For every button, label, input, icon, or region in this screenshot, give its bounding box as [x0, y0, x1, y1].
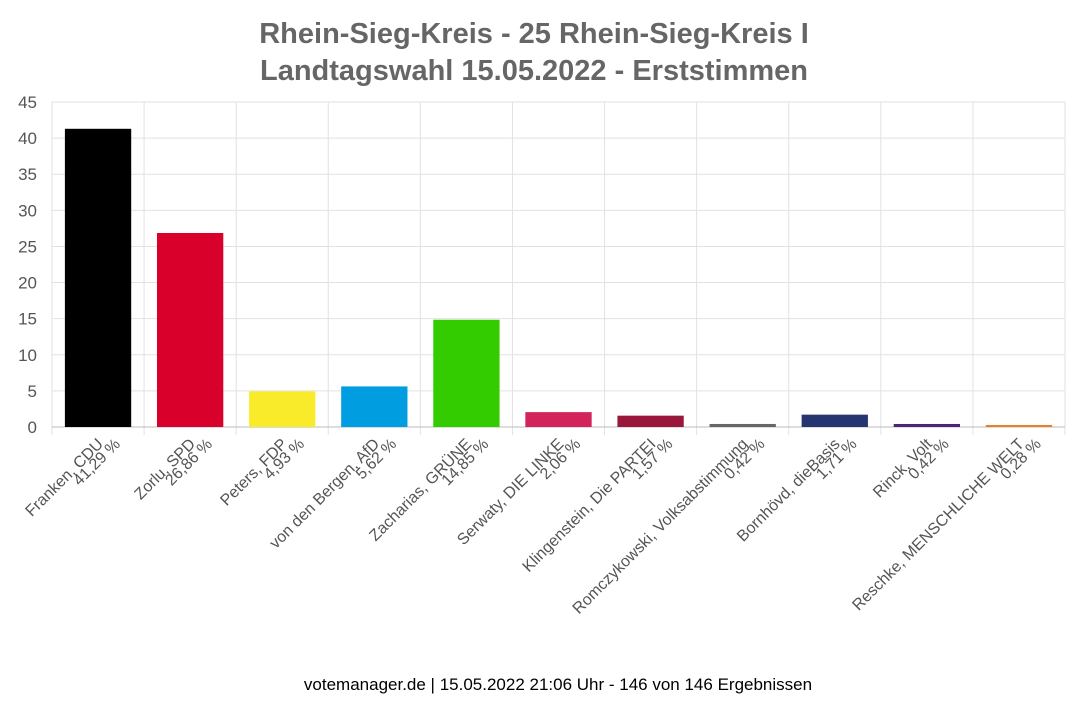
bar — [709, 423, 776, 427]
bar — [893, 423, 961, 427]
y-tick-label: 0 — [28, 418, 37, 437]
footer-source: votemanager.de | 15.05.2022 21:06 Uhr - … — [304, 675, 812, 694]
bar — [64, 128, 132, 428]
y-tick-label: 35 — [18, 165, 37, 184]
bar — [525, 412, 592, 427]
chart-title: Rhein-Sieg-Kreis - 25 Rhein-Sieg-Kreis I — [259, 18, 809, 50]
bars — [64, 128, 1053, 428]
y-tick-label: 15 — [18, 310, 37, 329]
y-tick-label: 30 — [18, 201, 37, 220]
bar — [801, 414, 868, 427]
bar — [617, 415, 684, 427]
y-tick-label: 25 — [18, 237, 37, 256]
bar — [156, 233, 224, 427]
x-tick-name: Reschke, MENSCHLICHE WELT — [849, 436, 1028, 615]
y-tick-label: 10 — [18, 346, 37, 365]
y-tick-label: 5 — [28, 382, 37, 401]
y-tick-label: 20 — [18, 274, 37, 293]
y-tick-label: 40 — [18, 129, 37, 148]
bar — [249, 391, 316, 427]
bar — [341, 386, 408, 427]
x-tick-name: Franken, CDU — [23, 436, 107, 520]
y-axis: 0 5 10 15 20 25 30 35 40 45 — [18, 93, 37, 437]
chart-subtitle: Landtagswahl 15.05.2022 - Erststimmen — [260, 55, 808, 87]
y-tick-label: 45 — [18, 93, 37, 112]
bar — [985, 424, 1053, 427]
bar — [433, 319, 500, 427]
